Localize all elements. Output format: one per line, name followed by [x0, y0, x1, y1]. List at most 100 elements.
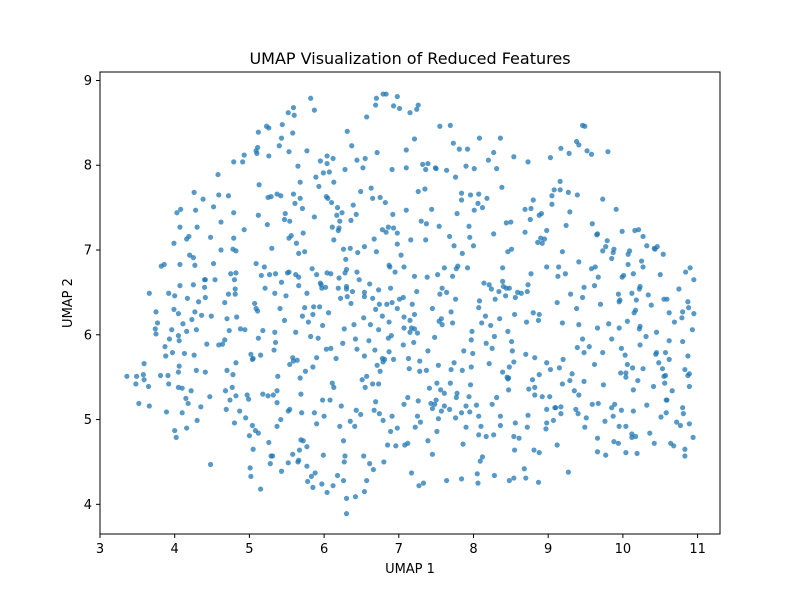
data-point-379: [498, 136, 503, 141]
y-tick-label: 6: [84, 328, 92, 343]
data-point-52: [395, 230, 400, 235]
data-point-201: [575, 192, 580, 197]
data-point-67: [499, 185, 504, 190]
data-point-389: [266, 440, 271, 445]
data-point-808: [664, 397, 669, 402]
data-point-21: [429, 207, 434, 212]
data-point-214: [301, 438, 306, 443]
data-point-80: [544, 420, 549, 425]
data-point-530: [631, 271, 636, 276]
y-tick-label: 8: [84, 159, 92, 174]
data-point-265: [430, 406, 435, 411]
data-point-497: [555, 442, 560, 447]
data-point-341: [558, 411, 563, 416]
data-point-32: [459, 191, 464, 196]
data-point-430: [467, 235, 472, 240]
data-point-453: [634, 297, 639, 302]
y-tick-label: 5: [84, 413, 92, 428]
data-point-667: [371, 467, 376, 472]
data-point-621: [226, 292, 231, 297]
data-point-192: [331, 385, 336, 390]
data-point-442: [478, 424, 483, 429]
data-point-228: [372, 347, 377, 352]
data-point-560: [472, 166, 477, 171]
data-point-58: [233, 360, 238, 365]
data-point-508: [436, 416, 441, 421]
data-point-42: [663, 350, 668, 355]
data-point-770: [531, 447, 536, 452]
data-point-715: [629, 291, 634, 296]
data-point-401: [450, 320, 455, 325]
data-point-488: [199, 313, 204, 318]
data-point-251: [600, 197, 605, 202]
data-point-670: [629, 435, 634, 440]
data-point-836: [415, 414, 420, 419]
data-point-697: [208, 235, 213, 240]
data-point-728: [344, 286, 349, 291]
data-point-752: [324, 347, 329, 352]
data-point-588: [324, 490, 329, 495]
data-point-624: [566, 190, 571, 195]
data-point-444: [498, 414, 503, 419]
data-point-137: [354, 408, 359, 413]
data-point-584: [320, 323, 325, 328]
data-point-240: [401, 325, 406, 330]
data-point-601: [338, 296, 343, 301]
data-point-538: [395, 306, 400, 311]
data-point-60: [507, 478, 512, 483]
data-point-123: [412, 312, 417, 317]
data-point-801: [286, 110, 291, 115]
data-point-90: [208, 462, 213, 467]
data-point-335: [254, 151, 259, 156]
data-point-821: [335, 205, 340, 210]
data-point-570: [417, 369, 422, 374]
data-point-86: [513, 420, 518, 425]
data-point-414: [584, 415, 589, 420]
data-point-39: [626, 262, 631, 267]
data-point-4: [374, 96, 379, 101]
data-point-756: [691, 311, 696, 316]
data-point-556: [367, 461, 372, 466]
data-point-679: [298, 196, 303, 201]
data-point-303: [296, 458, 301, 463]
data-point-55: [390, 212, 395, 217]
data-point-225: [643, 334, 648, 339]
data-point-842: [555, 300, 560, 305]
data-point-600: [576, 142, 581, 147]
data-point-767: [457, 147, 462, 152]
data-point-186: [481, 280, 486, 285]
data-point-36: [548, 367, 553, 372]
data-point-372: [335, 473, 340, 478]
data-point-281: [434, 429, 439, 434]
data-point-85: [364, 114, 369, 119]
x-tick-label: 7: [395, 542, 403, 557]
data-point-376: [635, 378, 640, 383]
data-point-390: [260, 328, 265, 333]
data-point-611: [661, 374, 666, 379]
data-point-182: [291, 105, 296, 110]
data-point-399: [348, 419, 353, 424]
data-point-106: [476, 305, 481, 310]
data-point-724: [664, 410, 669, 415]
data-point-703: [402, 442, 407, 447]
data-point-119: [672, 319, 677, 324]
data-point-805: [312, 410, 317, 415]
data-point-559: [682, 367, 687, 372]
data-point-396: [619, 408, 624, 413]
data-point-202: [656, 360, 661, 365]
data-point-250: [242, 327, 247, 332]
data-point-68: [404, 208, 409, 213]
data-point-760: [177, 283, 182, 288]
data-point-597: [625, 319, 630, 324]
data-point-327: [330, 483, 335, 488]
data-point-94: [556, 264, 561, 269]
data-point-18: [171, 241, 176, 246]
data-point-478: [248, 465, 253, 470]
data-point-264: [691, 435, 696, 440]
data-point-476: [279, 280, 284, 285]
data-point-590: [474, 403, 479, 408]
data-point-455: [306, 319, 311, 324]
data-point-339: [224, 368, 229, 373]
data-point-615: [141, 372, 146, 377]
data-point-743: [147, 291, 152, 296]
